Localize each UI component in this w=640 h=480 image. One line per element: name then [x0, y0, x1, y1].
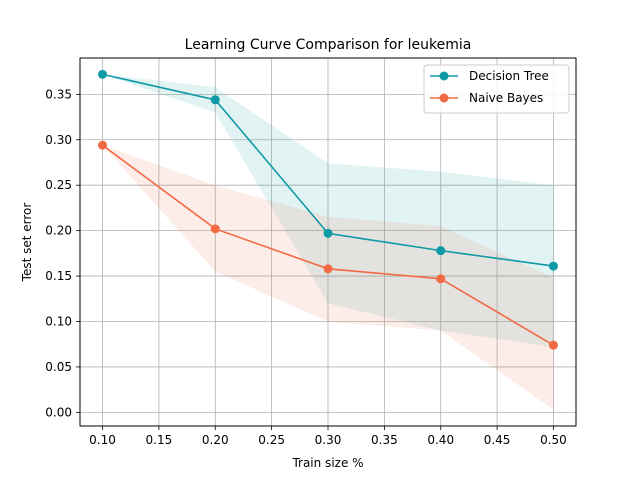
- y-tick-label: 0.35: [45, 87, 72, 101]
- y-axis-ticks: 0.00 0.05 0.10 0.15 0.20 0.25 0.30 0.35: [45, 87, 80, 419]
- naive-bayes-point: [548, 340, 558, 350]
- x-tick-label: 0.10: [89, 433, 116, 447]
- naive-bayes-band: [102, 145, 554, 410]
- x-axis-title: Train size %: [291, 456, 363, 470]
- y-tick-label: 0.05: [45, 360, 72, 374]
- naive-bayes-legend-marker: [439, 93, 449, 103]
- decision-tree-point: [98, 69, 108, 79]
- decision-tree-point: [323, 228, 333, 238]
- chart-title: Learning Curve Comparison for leukemia: [185, 37, 472, 53]
- x-tick-label: 0.45: [484, 433, 511, 447]
- decision-tree-legend-marker: [439, 71, 449, 81]
- naive-bayes-point: [323, 264, 333, 274]
- x-tick-label: 0.50: [540, 433, 567, 447]
- legend: Decision Tree Naive Bayes: [423, 64, 570, 114]
- y-tick-label: 0.25: [45, 178, 72, 192]
- x-tick-label: 0.40: [427, 433, 454, 447]
- y-tick-label: 0.20: [45, 224, 72, 238]
- x-tick-label: 0.25: [258, 433, 285, 447]
- x-tick-label: 0.35: [371, 433, 398, 447]
- decision-tree-legend-label: Decision Tree: [469, 69, 549, 83]
- naive-bayes-point: [210, 224, 220, 234]
- y-tick-label: 0.30: [45, 133, 72, 147]
- naive-bayes-point: [98, 140, 108, 150]
- y-tick-label: 0.10: [45, 315, 72, 329]
- series-points: [98, 69, 558, 350]
- decision-tree-point: [436, 246, 446, 256]
- naive-bayes-point: [436, 274, 446, 284]
- y-axis-title: Test set error: [20, 203, 34, 283]
- x-tick-label: 0.20: [202, 433, 229, 447]
- y-tick-label: 0.00: [45, 405, 72, 419]
- x-axis-ticks: 0.10 0.15 0.20 0.25 0.30 0.35 0.40 0.45 0.50: [89, 426, 567, 447]
- decision-tree-point: [548, 261, 558, 271]
- y-tick-label: 0.15: [45, 269, 72, 283]
- naive-bayes-legend-label: Naive Bayes: [469, 91, 543, 105]
- legend-box: [423, 64, 570, 114]
- x-tick-label: 0.15: [146, 433, 173, 447]
- decision-tree-point: [210, 95, 220, 105]
- x-tick-label: 0.30: [315, 433, 342, 447]
